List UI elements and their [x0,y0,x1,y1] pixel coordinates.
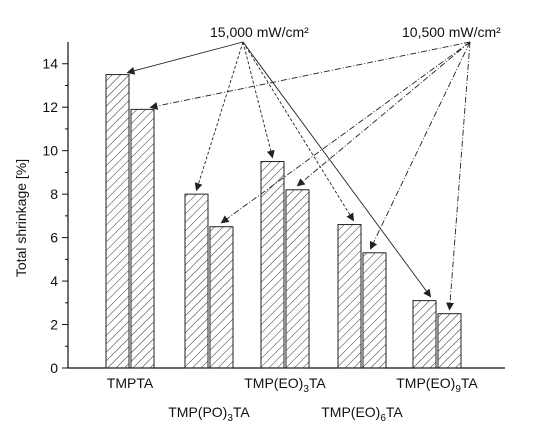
y-tick-label: 0 [50,360,58,376]
y-tick-label: 8 [50,186,58,202]
bar-15000-2 [260,161,285,369]
bar-15000-0 [105,74,130,369]
arrow-15000-4 [242,41,432,298]
arrow-10500-2 [296,41,471,187]
series-label-10500: 10,500 mW/cm² [402,24,501,40]
y-tick-label: 12 [42,99,58,115]
category-label: TMP(EO)6TA [321,404,403,424]
category-labels: TMPTA TMP(PO)3TA TMP(EO)3TA TMP(EO)6TA TMP(E… [107,375,479,424]
bar-15000-3 [337,224,362,369]
bar-15000-4 [412,300,437,369]
arrow-10500-3 [369,41,471,250]
arrow-10500-1 [220,41,471,224]
arrow-15000-1 [194,41,244,192]
bar-10500-1 [209,226,234,369]
series-label-15000: 15,000 mW/cm² [210,24,309,40]
bars [105,74,462,369]
y-tick-label: 4 [50,273,58,289]
category-label: TMPTA [107,375,154,391]
category-label: TMP(EO)3TA [244,375,326,395]
annotation-arrows [126,41,471,311]
bar-10500-0 [130,108,155,369]
category-label: TMP(PO)3TA [168,404,250,424]
bar-15000-1 [184,193,209,369]
y-tick-label: 6 [50,230,58,246]
arrow-15000-2 [242,41,275,159]
category-label: TMP(EO)9TA [396,375,478,395]
arrow-15000-0 [126,41,244,75]
bar-10500-4 [437,313,462,369]
arrow-10500-0 [149,41,471,110]
y-axis-title: Total shrinkage [%] [13,159,29,277]
bar-10500-3 [362,252,387,369]
y-tick-label: 14 [42,56,58,72]
y-tick-label: 10 [42,143,58,159]
bar-10500-2 [285,189,310,369]
arrow-10500-4 [446,41,471,311]
y-tick-label: 2 [50,317,58,333]
